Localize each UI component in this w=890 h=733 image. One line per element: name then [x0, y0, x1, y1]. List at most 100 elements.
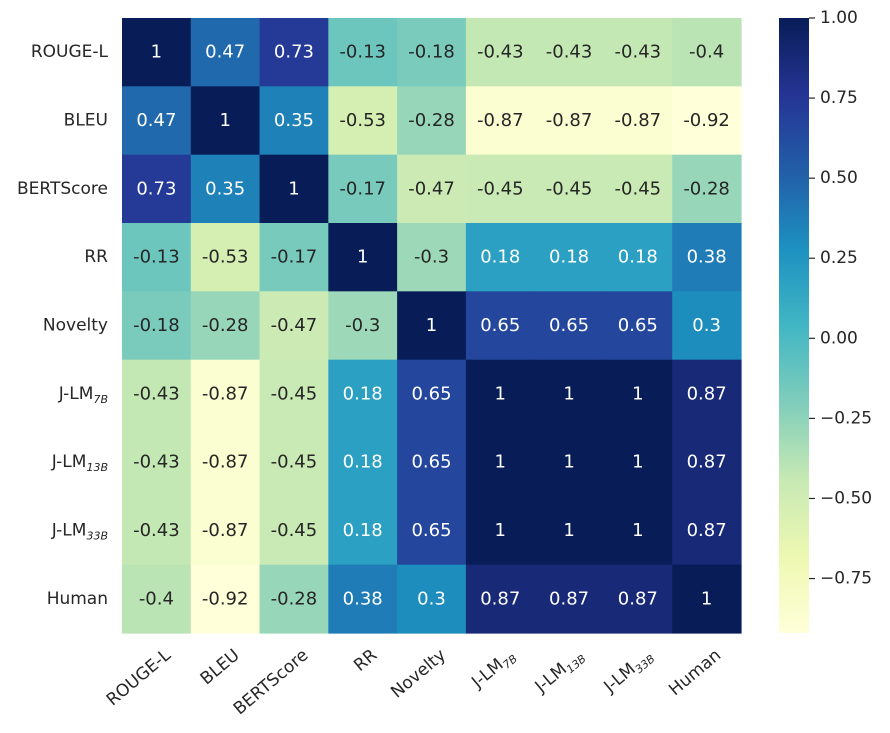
- heatmap-cell-bleu-j-lm-7b: [465, 86, 536, 156]
- heatmap-cell-bleu-j-lm-13b: [534, 86, 605, 156]
- colorbar-tick-label: 0.50: [820, 168, 858, 188]
- cell-value-label: 1: [563, 383, 574, 404]
- cell-value-label: -0.28: [408, 110, 455, 131]
- x-tick-label-novelty: Novelty: [387, 645, 450, 702]
- cell-value-label: -0.43: [133, 452, 180, 473]
- heatmap-cell-bleu-human: [672, 86, 742, 156]
- heatmap-cell-novelty-bleu: [190, 291, 261, 361]
- cell-value-label: -0.28: [683, 178, 730, 199]
- cell-value-label: -0.53: [339, 110, 386, 131]
- cell-value-label: -0.3: [414, 247, 449, 268]
- heatmap-cell-novelty-j-lm-13b: [534, 291, 605, 361]
- cell-value-label: 0.38: [343, 588, 383, 609]
- heatmap-cell-human-j-lm-13b: [534, 564, 605, 634]
- heatmap-cell-rouge-l-novelty: [397, 18, 467, 87]
- heatmap-cell-rr-rouge-l: [122, 223, 192, 292]
- cell-value-label: -0.43: [546, 42, 593, 63]
- heatmap-cell-human-bertscore: [259, 564, 329, 634]
- heatmap-cell-j-lm-7b-novelty: [397, 359, 467, 429]
- cell-value-label: 1: [701, 588, 712, 609]
- heatmap-cell-j-lm-33b-j-lm-33b: [603, 496, 673, 566]
- cell-value-label: 0.18: [549, 247, 589, 268]
- cell-value-label: 0.35: [274, 110, 314, 131]
- cell-value-label: 1: [357, 247, 368, 268]
- heatmap-cell-novelty-bertscore: [259, 291, 329, 361]
- cell-value-label: -0.53: [202, 247, 249, 268]
- heatmap-cell-human-j-lm-33b: [603, 564, 673, 634]
- cell-value-label: 1: [563, 520, 574, 541]
- cell-value-label: 0.87: [687, 520, 727, 541]
- heatmap-cell-bleu-j-lm-33b: [603, 86, 673, 156]
- heatmap-cell-rr-bertscore: [259, 223, 329, 292]
- heatmap-cell-novelty-j-lm-33b: [603, 291, 673, 361]
- heatmap-cell-novelty-human: [672, 291, 742, 361]
- heatmap-cell-j-lm-33b-human: [672, 496, 742, 566]
- cell-value-label: 0.87: [618, 588, 658, 609]
- cell-value-label: -0.43: [477, 42, 524, 63]
- heatmap-cell-rr-human: [672, 223, 742, 292]
- heatmap-cell-rouge-l-j-lm-7b: [465, 18, 536, 87]
- heatmap-cell-bleu-rr: [328, 86, 398, 156]
- heatmap-cell-rouge-l-j-lm-33b: [603, 18, 673, 87]
- cell-value-label: -0.4: [139, 588, 174, 609]
- cell-value-label: 0.65: [618, 315, 658, 336]
- cell-value-label: 0.35: [205, 178, 245, 199]
- heatmap-cell-j-lm-7b-rr: [328, 359, 398, 429]
- cell-value-label: 1: [495, 383, 506, 404]
- cell-value-label: 0.47: [136, 110, 176, 131]
- heatmap-cell-rr-j-lm-13b: [534, 223, 605, 292]
- colorbar-tick-label: −0.50: [820, 488, 872, 508]
- cell-value-label: 1: [632, 383, 643, 404]
- cell-value-label: -0.43: [133, 383, 180, 404]
- x-tick-label-rouge-l: ROUGE-L: [103, 645, 175, 710]
- cell-value-label: -0.43: [615, 42, 662, 63]
- cell-value-label: 0.38: [687, 247, 727, 268]
- heatmap-cell-rr-novelty: [397, 223, 467, 292]
- heatmap-cell-j-lm-13b-rouge-l: [122, 428, 192, 497]
- cell-value-label: -0.13: [133, 247, 180, 268]
- cell-value-label: -0.92: [202, 588, 249, 609]
- cell-value-label: 0.47: [205, 42, 245, 63]
- heatmap-cell-rouge-l-j-lm-13b: [534, 18, 605, 87]
- cell-value-label: -0.47: [408, 178, 455, 199]
- x-tick-label-bertscore: BERTScore: [230, 645, 313, 719]
- y-tick-label-human: Human: [47, 589, 108, 609]
- cell-value-label: 0.18: [618, 247, 658, 268]
- heatmap-cell-novelty-rouge-l: [122, 291, 192, 361]
- colorbar-tick-label: 0.75: [820, 88, 858, 108]
- heatmap-cell-rr-j-lm-7b: [465, 223, 536, 292]
- cell-value-label: -0.87: [202, 520, 249, 541]
- x-tick-label-bleu: BLEU: [197, 645, 244, 689]
- x-tick-label-human: Human: [665, 645, 725, 700]
- colorbar-tick-label: −0.25: [820, 408, 872, 428]
- y-tick-label-j-lm-13b: J-LM13B: [51, 452, 108, 474]
- x-tick-label-j-lm-33b: J-LM33B: [600, 645, 658, 698]
- cell-value-label: 0.65: [411, 520, 451, 541]
- cell-value-label: 0.18: [343, 383, 383, 404]
- heatmap-cell-bertscore-rouge-l: [122, 154, 192, 224]
- x-tick-label-j-lm-13b: J-LM13B: [531, 645, 589, 698]
- heatmap-cell-bertscore-j-lm-7b: [465, 154, 536, 224]
- heatmap-cell-bleu-novelty: [397, 86, 467, 156]
- heatmap-cell-j-lm-7b-j-lm-7b: [465, 359, 536, 429]
- heatmap-cell-j-lm-13b-j-lm-7b: [465, 428, 536, 497]
- cell-value-label: 0.18: [343, 520, 383, 541]
- heatmap-cell-j-lm-33b-rr: [328, 496, 398, 566]
- heatmap-cell-j-lm-33b-novelty: [397, 496, 467, 566]
- cell-value-label: -0.4: [689, 42, 724, 63]
- cell-value-label: 0.65: [549, 315, 589, 336]
- heatmap-cell-j-lm-13b-human: [672, 428, 742, 497]
- heatmap-cell-rr-bleu: [190, 223, 261, 292]
- cell-value-label: 0.3: [417, 588, 446, 609]
- heatmap-cell-rouge-l-human: [672, 18, 742, 87]
- heatmap-cell-j-lm-33b-bertscore: [259, 496, 329, 566]
- cell-value-label: 0.73: [136, 178, 176, 199]
- heatmap-cell-novelty-novelty: [397, 291, 467, 361]
- cell-value-label: 1: [219, 110, 230, 131]
- x-tick-label-rr: RR: [350, 645, 381, 676]
- heatmap-cell-rouge-l-bertscore: [259, 18, 329, 87]
- heatmap-cell-j-lm-33b-j-lm-13b: [534, 496, 605, 566]
- cell-value-label: 0.87: [687, 383, 727, 404]
- cell-value-label: -0.28: [271, 588, 318, 609]
